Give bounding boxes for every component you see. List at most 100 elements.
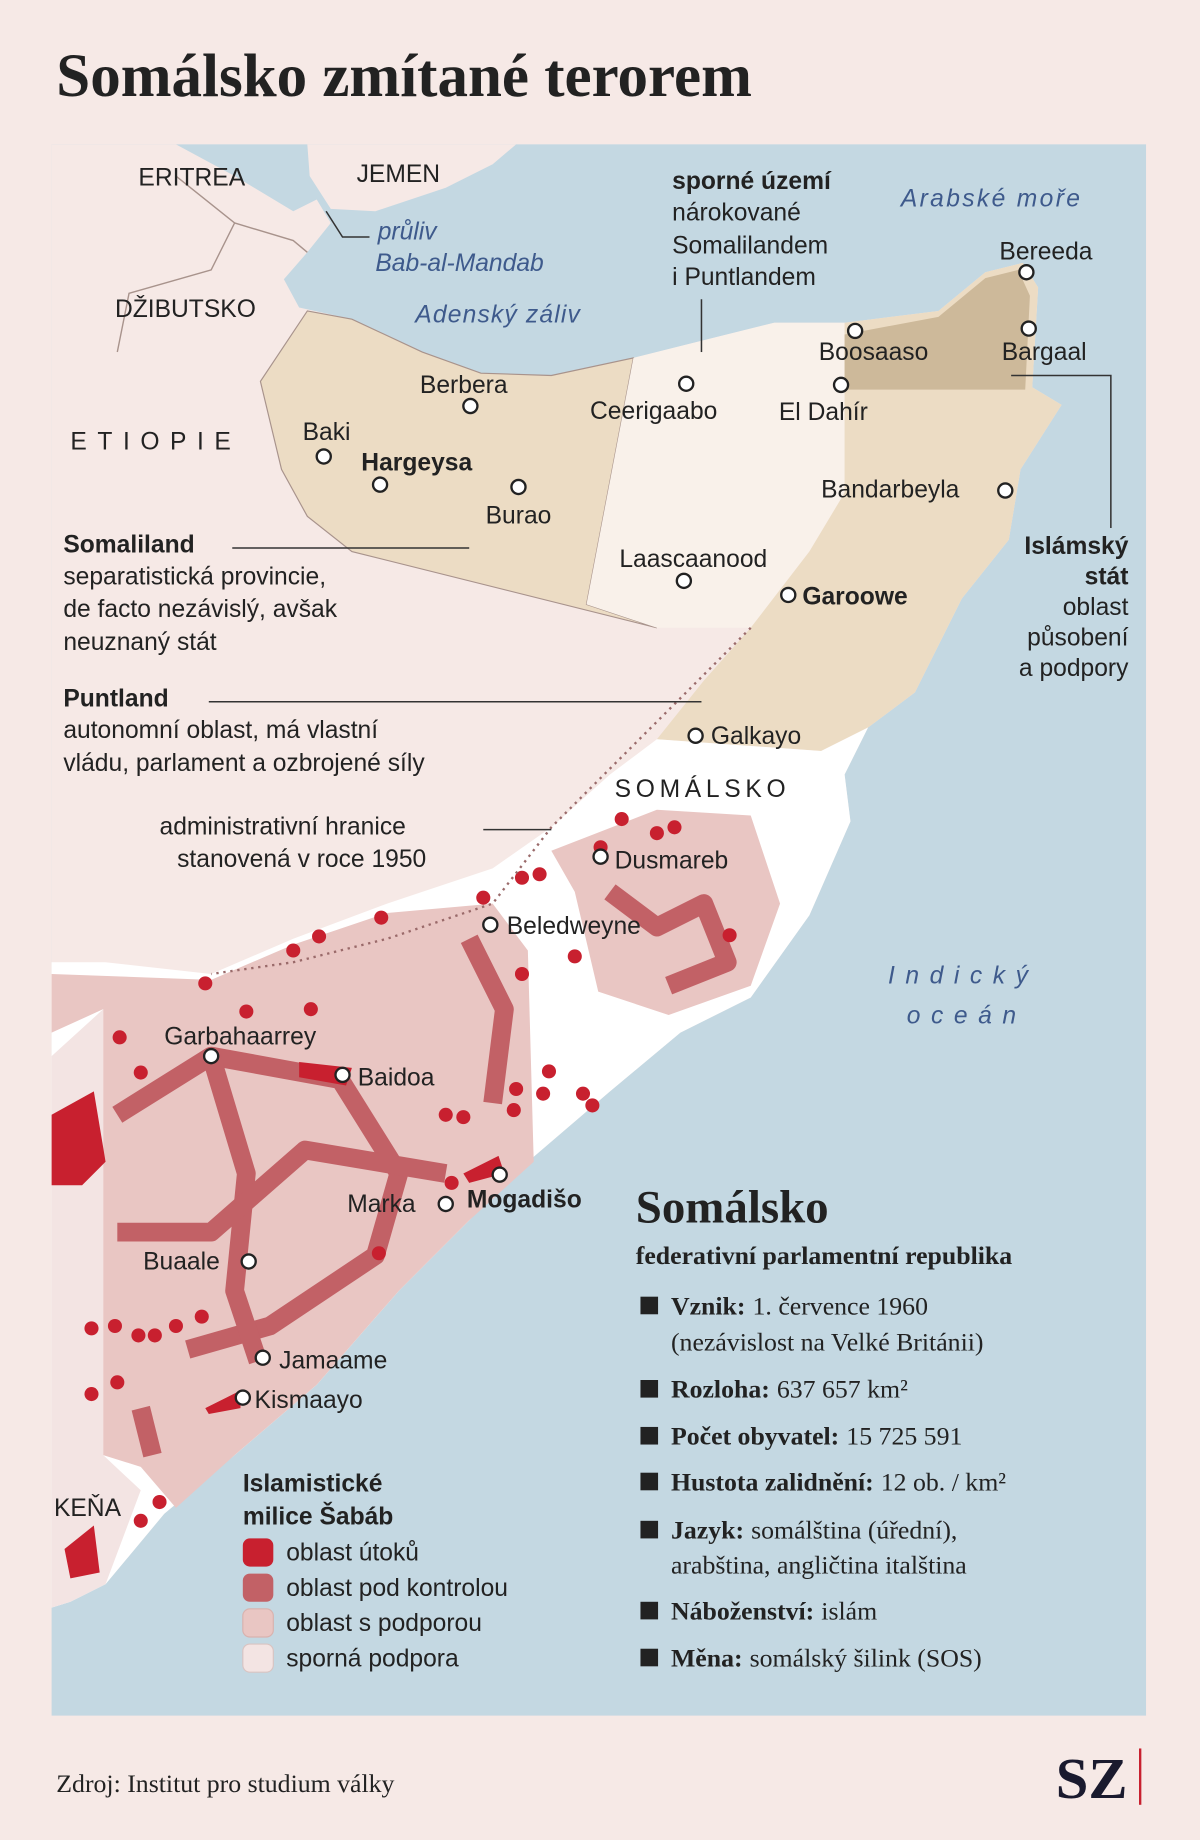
city-marker <box>997 482 1014 499</box>
city-marker <box>240 1253 257 1270</box>
control-area <box>131 1405 162 1458</box>
water-label: Arabské moře <box>899 186 1082 213</box>
city-marker <box>678 375 695 392</box>
info-value: 15 725 591 <box>846 1422 962 1451</box>
annotation-title: Puntland <box>63 685 168 712</box>
city-label: Kismaayo <box>255 1387 363 1414</box>
city-marker <box>437 1195 454 1213</box>
control-area <box>460 934 514 1105</box>
city-marker <box>832 376 850 394</box>
legend-label: sporná podpora <box>286 1645 459 1672</box>
annotation-title: sporné území <box>672 168 832 195</box>
city-marker <box>315 448 332 465</box>
country-label: ERITREA <box>138 164 245 191</box>
admin-border <box>210 626 752 976</box>
city-marker <box>510 478 527 496</box>
title: Somálsko zmítané terorem <box>56 43 752 110</box>
city-label: Garbahaarrey <box>164 1023 317 1050</box>
city-label: Garoowe <box>802 583 907 610</box>
attack-dot <box>303 1002 318 1017</box>
city-label: Burao <box>486 502 552 529</box>
water-label: průliv <box>377 218 439 245</box>
bullet <box>640 1472 659 1491</box>
attack-dot <box>438 1107 453 1122</box>
annotation-text: Somalilandem <box>672 232 828 259</box>
attack-dot <box>110 1375 125 1390</box>
info-item: arabština, angličtina italština <box>671 1551 967 1580</box>
annotation-title: stát <box>1085 563 1129 590</box>
city-marker <box>491 1166 508 1183</box>
attack-dot <box>722 928 737 943</box>
annotation-text: a podpory <box>1019 655 1129 682</box>
attack-dot <box>514 966 530 982</box>
legend-label: oblast s podporou <box>286 1610 482 1637</box>
bullet <box>640 1520 659 1539</box>
border <box>116 175 236 353</box>
bullet <box>640 1380 659 1398</box>
country-label: KEŇA <box>54 1495 122 1522</box>
city-marker <box>482 916 499 933</box>
attack-dot <box>239 1004 254 1019</box>
islamic-state-area <box>844 269 1030 390</box>
source: Zdroj: Institut pro studium války <box>56 1769 394 1798</box>
info-value: islám <box>821 1596 877 1625</box>
city-label: Laascaanood <box>619 546 767 573</box>
city-marker <box>1020 320 1037 337</box>
annotation-title: Islámský <box>1024 533 1128 560</box>
attack-dot <box>286 943 301 958</box>
water-label: oceán <box>907 1002 1027 1029</box>
attack-dot <box>84 1387 99 1402</box>
city-marker <box>371 476 389 493</box>
leader-line <box>325 210 370 238</box>
city-label: Bandarbeyla <box>821 477 960 504</box>
attack-dot <box>198 976 213 991</box>
city-label: Bargaal <box>1002 339 1087 366</box>
info-box: Somálsko federativní parlamentní republi… <box>636 1182 1012 1673</box>
attack-area <box>205 1390 241 1415</box>
city-marker <box>202 1047 220 1065</box>
info-item: Hustota zalidnění: 12 ob. / km² <box>671 1467 1006 1496</box>
country-label: DŽIBUTSKO <box>115 296 256 323</box>
legend-title: milice Šabáb <box>243 1502 394 1530</box>
city-marker <box>780 586 797 604</box>
annotation-title: Somaliland <box>63 532 194 559</box>
annotation-text: autonomní oblast, má vlastní <box>63 717 378 744</box>
legend-swatch <box>242 1573 274 1602</box>
info-label: Rozloha: <box>671 1375 770 1404</box>
annotation-text: působení <box>1027 624 1128 651</box>
country-label: JEMEN <box>357 161 440 188</box>
place-labels: ERITREA JEMEN DŽIBUTSKO ETIOPIE KEŇA SOM… <box>54 161 1082 1522</box>
city-marker <box>254 1349 271 1366</box>
city-marker <box>592 848 609 865</box>
annotation-text: separatistická provincie, <box>63 563 326 590</box>
info-label: Náboženství: <box>671 1596 814 1625</box>
info-title: Somálsko <box>636 1182 829 1234</box>
annotation-text: i Puntlandem <box>672 264 816 291</box>
attack-dot <box>107 1318 122 1334</box>
attack-dot <box>649 826 664 841</box>
city-label: Baidoa <box>358 1064 435 1091</box>
city-label: Galkayo <box>711 723 801 750</box>
city-marker <box>675 572 693 590</box>
water-label: Bab-al-Mandab <box>375 250 543 277</box>
city-label: Ceerigaabo <box>590 398 717 425</box>
yemen <box>307 144 517 212</box>
city-label: Berbera <box>420 372 508 399</box>
legend-swatch <box>242 1608 274 1638</box>
annotations: sporné území nárokované Somalilandem i P… <box>63 168 1129 873</box>
info-item: Vznik: 1. července 1960 <box>671 1291 928 1320</box>
annotation-text: de facto nezávislý, avšak <box>63 596 337 623</box>
annotation-text: nárokované <box>672 200 801 227</box>
city-marker <box>687 727 704 744</box>
info-value: 637 657 km² <box>777 1375 908 1404</box>
attack-area <box>64 1525 100 1579</box>
city-label: Hargeysa <box>361 450 472 477</box>
attack-dot <box>194 1309 209 1324</box>
info-value: somálština (úřední), <box>751 1515 957 1544</box>
info-item: (nezávislost na Velké Británii) <box>671 1328 984 1357</box>
city-label: Mogadišo <box>467 1186 582 1213</box>
attack-dot <box>371 1246 386 1261</box>
city-label: El Dahír <box>779 399 868 426</box>
attack-dot <box>168 1318 183 1334</box>
